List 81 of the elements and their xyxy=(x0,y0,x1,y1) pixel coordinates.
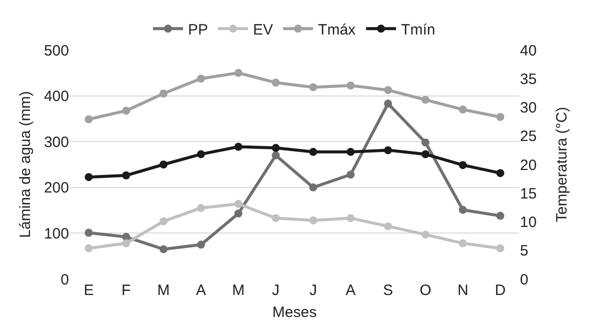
point xyxy=(384,146,392,154)
point xyxy=(196,150,205,158)
y-tick-label: 500 xyxy=(44,42,69,60)
point xyxy=(309,83,318,92)
point xyxy=(458,161,467,170)
y2-tick-label: 25 xyxy=(520,128,537,146)
x-tick-label: J xyxy=(309,282,317,299)
point xyxy=(84,228,93,237)
point xyxy=(196,204,205,212)
x-tick-label: E xyxy=(84,282,94,299)
point xyxy=(458,206,467,214)
y2-tick-label: 20 xyxy=(520,156,537,174)
point xyxy=(272,151,280,160)
point xyxy=(421,150,430,158)
legend-label: Tmáx xyxy=(318,22,356,39)
point xyxy=(272,214,280,222)
x-tick-label: D xyxy=(494,282,506,299)
y2-tick-label: 40 xyxy=(520,42,537,60)
x-tick-label: M xyxy=(232,282,245,299)
point xyxy=(160,217,168,226)
point xyxy=(122,239,130,248)
y-tick-label: 200 xyxy=(44,180,69,197)
point xyxy=(196,74,205,83)
point xyxy=(234,142,242,151)
y-axis-title: Lámina de agua (mm) xyxy=(17,91,34,238)
x-tick-label: S xyxy=(383,282,394,299)
point xyxy=(421,230,430,239)
y-tick-label: 300 xyxy=(44,134,69,151)
point xyxy=(496,244,504,252)
point xyxy=(84,115,93,124)
point xyxy=(160,90,168,98)
y-tick-label: 0 xyxy=(60,271,69,288)
point xyxy=(84,244,93,252)
point xyxy=(384,100,392,108)
y2-axis-title: Temperatura (°C) xyxy=(554,106,570,222)
point xyxy=(160,245,168,254)
point xyxy=(346,214,355,222)
point xyxy=(122,106,130,115)
x-tick-label: M xyxy=(157,282,170,299)
y-tick-label: 100 xyxy=(44,225,69,242)
x-tick-label: F xyxy=(122,282,131,299)
x-tick-label: A xyxy=(196,282,206,299)
point xyxy=(196,240,205,249)
point xyxy=(234,210,242,218)
point xyxy=(346,170,355,179)
point xyxy=(421,138,430,147)
point xyxy=(384,86,392,94)
point xyxy=(496,212,504,220)
x-axis-title: Meses xyxy=(272,304,317,321)
legend-label: PP xyxy=(188,22,208,39)
point xyxy=(421,96,430,104)
x-tick-label: N xyxy=(457,282,468,299)
x-tick-label: J xyxy=(272,282,280,299)
point xyxy=(309,183,318,192)
y2-tick-label: 30 xyxy=(520,100,537,116)
point xyxy=(84,173,93,182)
y2-tick-label: 0 xyxy=(520,271,528,288)
y2-tick-label: 10 xyxy=(520,214,537,231)
y2-tick-label: 5 xyxy=(520,242,528,260)
point xyxy=(458,239,467,248)
point xyxy=(346,148,355,156)
legend-label: Tmín xyxy=(401,22,436,39)
y2-tick-label: 35 xyxy=(520,70,537,88)
point xyxy=(496,169,504,178)
point xyxy=(309,216,318,224)
y2-tick-label: 15 xyxy=(520,185,537,202)
point xyxy=(234,200,242,208)
point xyxy=(160,160,168,168)
x-tick-label: A xyxy=(346,282,356,299)
point xyxy=(309,148,318,156)
point xyxy=(496,112,504,121)
point xyxy=(234,68,242,77)
point xyxy=(272,78,280,87)
point xyxy=(122,171,130,180)
point xyxy=(384,222,392,230)
y-tick-label: 400 xyxy=(44,88,69,106)
x-tick-label: O xyxy=(420,282,432,299)
point xyxy=(458,106,467,114)
point xyxy=(272,144,280,152)
legend-label: EV xyxy=(253,22,274,39)
point xyxy=(346,82,355,90)
